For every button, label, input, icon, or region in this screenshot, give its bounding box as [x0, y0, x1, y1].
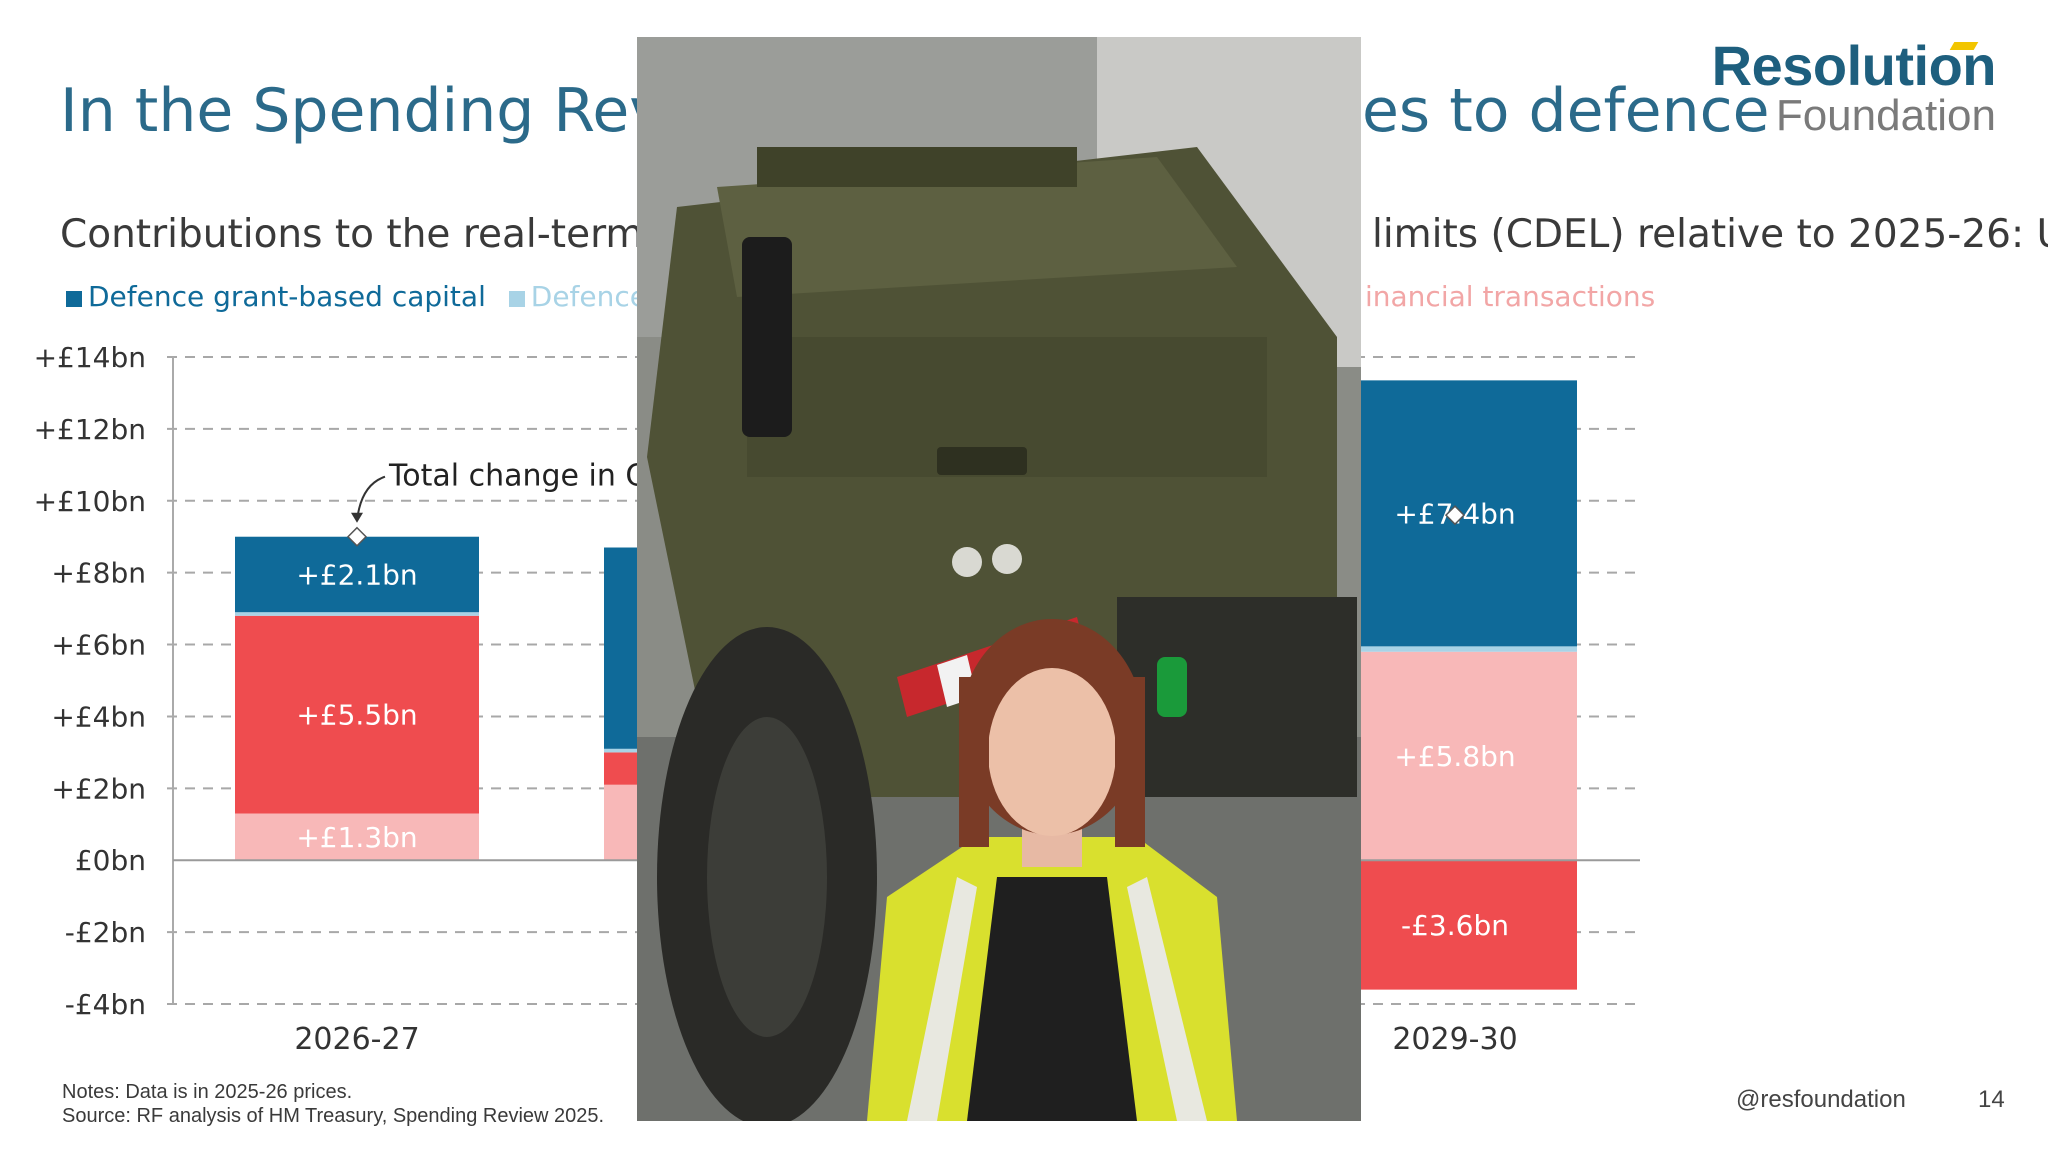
chart-subtitle-left: Contributions to the real-terms ch — [60, 212, 723, 257]
armoured-vehicle-and-person-photo-icon — [637, 37, 1361, 1121]
y-tick-label: -£4bn — [65, 988, 146, 1021]
x-tick-label: 2029-30 — [1392, 1022, 1517, 1057]
bar-segment — [1333, 646, 1577, 652]
y-tick-label: +£6bn — [51, 629, 146, 662]
resolution-foundation-logo: Resolution Foundation — [1711, 34, 1997, 140]
data-label: +£5.8bn — [1394, 740, 1515, 773]
bar-segment — [235, 813, 479, 861]
bar-segment — [235, 536, 479, 613]
annotation-arrowhead — [351, 512, 363, 523]
notes-line: Notes: Data is in 2025-26 prices. — [62, 1081, 353, 1103]
legend-swatch — [508, 291, 525, 307]
data-label: +£5.5bn — [296, 699, 417, 732]
y-tick-label: +£12bn — [34, 413, 146, 446]
source-line: Source: RF analysis of HM Treasury, Spen… — [62, 1105, 605, 1127]
bar-segment — [1333, 860, 1577, 990]
x-tick-label: 2026-27 — [294, 1022, 419, 1057]
total-marker — [346, 526, 368, 547]
armoured-vehicle-photo — [637, 37, 1361, 1121]
data-label: -£3.6bn — [1401, 909, 1509, 942]
logo-line2: Foundation — [1775, 91, 1996, 140]
twitter-handle: @resfoundation — [1736, 1086, 1906, 1113]
legend-label: inancial transactions — [1365, 280, 1656, 313]
y-tick-label: +£14bn — [34, 341, 146, 374]
chart-subtitle-right: limits (CDEL) relative to 2025-26: UK — [1372, 212, 2048, 257]
y-tick-label: -£2bn — [65, 916, 146, 949]
legend-swatch — [66, 291, 82, 307]
page-number: 14 — [1978, 1086, 2005, 1113]
legend-item-defence-grant-capital: Defence grant-based capital — [66, 280, 486, 313]
bar-segment — [235, 615, 479, 814]
data-label: +£1.3bn — [296, 821, 417, 854]
logo-line1: Resolution — [1711, 34, 1997, 97]
y-tick-label: +£8bn — [51, 557, 146, 590]
chart-notes: Notes: Data is in 2025-26 prices. Source… — [62, 1080, 604, 1128]
y-tick-label: +£4bn — [51, 700, 146, 733]
bar-segment — [235, 612, 479, 616]
y-tick-label: +£2bn — [51, 772, 146, 805]
legend-label: Defence grant-based capital — [88, 280, 486, 313]
chart-legend-right: inancial transactions — [1365, 280, 1655, 313]
slide-title-right: es to defence — [1362, 76, 1770, 146]
data-label: +£2.1bn — [296, 558, 417, 591]
total-marker — [1444, 505, 1466, 526]
bar-segment — [1333, 651, 1577, 861]
y-tick-label: +£10bn — [34, 485, 146, 518]
annotation-text: Total change in CD — [388, 459, 669, 494]
slide-title-left: In the Spending Revie — [60, 76, 719, 146]
y-tick-label: £0bn — [75, 844, 146, 877]
